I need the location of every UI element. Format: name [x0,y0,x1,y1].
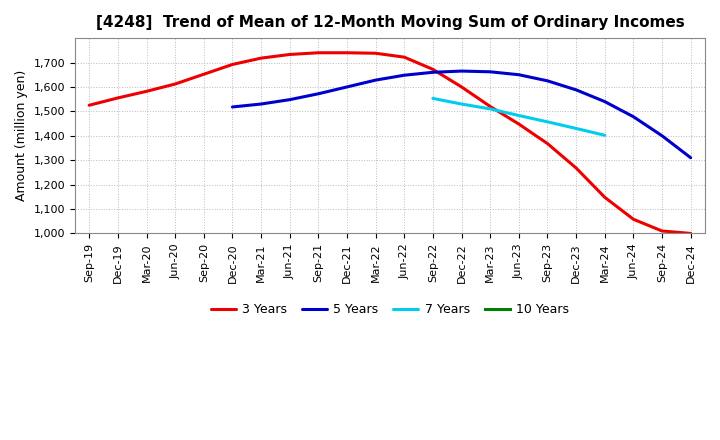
5 Years [314,91,323,96]
7 Years [572,126,580,131]
3 Years [228,62,237,67]
3 Years [171,81,179,87]
3 Years [142,89,150,94]
3 Years [285,52,294,57]
3 Years [314,50,323,55]
3 Years [600,194,609,200]
3 Years [629,216,638,222]
3 Years [572,165,580,171]
3 Years [400,55,408,60]
3 Years [343,50,351,55]
Line: 5 Years: 5 Years [233,71,690,158]
5 Years [686,155,695,161]
7 Years [600,132,609,138]
5 Years [228,104,237,110]
5 Years [572,87,580,92]
5 Years [285,97,294,102]
5 Years [257,101,266,106]
5 Years [515,72,523,77]
3 Years [686,231,695,236]
3 Years [85,103,94,108]
3 Years [257,55,266,61]
5 Years [400,73,408,78]
3 Years [486,104,495,109]
5 Years [600,99,609,104]
Line: 3 Years: 3 Years [89,53,690,234]
3 Years [457,84,466,90]
5 Years [543,78,552,84]
5 Years [372,77,380,83]
5 Years [629,114,638,119]
5 Years [657,133,666,139]
5 Years [428,70,437,75]
3 Years [543,141,552,146]
3 Years [428,67,437,72]
3 Years [372,51,380,56]
7 Years [515,113,523,118]
7 Years [486,106,495,112]
5 Years [486,69,495,74]
7 Years [457,101,466,106]
3 Years [114,95,122,101]
Line: 7 Years: 7 Years [433,99,605,135]
Y-axis label: Amount (million yen): Amount (million yen) [15,70,28,202]
3 Years [657,228,666,234]
5 Years [343,84,351,90]
7 Years [428,96,437,101]
5 Years [457,69,466,74]
3 Years [515,121,523,127]
Title: [4248]  Trend of Mean of 12-Month Moving Sum of Ordinary Incomes: [4248] Trend of Mean of 12-Month Moving … [96,15,684,30]
3 Years [199,72,208,77]
7 Years [543,119,552,125]
Legend: 3 Years, 5 Years, 7 Years, 10 Years: 3 Years, 5 Years, 7 Years, 10 Years [206,298,574,321]
